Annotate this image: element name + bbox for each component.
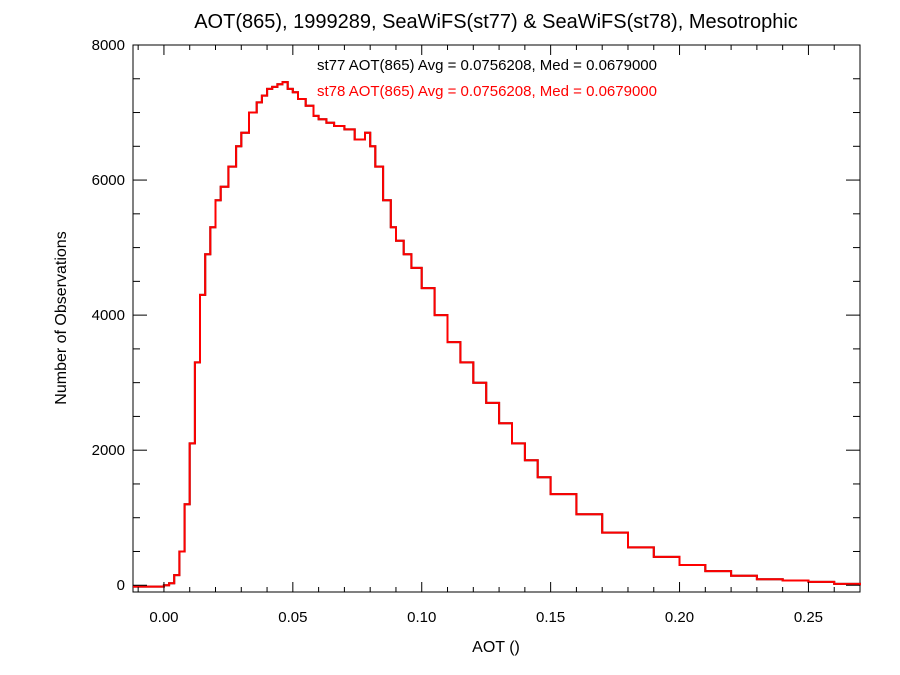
y-tick-label: 0 [117, 577, 125, 594]
y-tick-label: 2000 [92, 442, 125, 459]
y-tick-label: 4000 [92, 307, 125, 324]
x-tick-label: 0.00 [149, 609, 178, 626]
chart-title: AOT(865), 1999289, SeaWiFS(st77) & SeaWi… [194, 11, 798, 33]
x-tick-label: 0.25 [794, 609, 823, 626]
y-tick-label: 8000 [92, 37, 125, 54]
series-layer [133, 81, 861, 588]
series-line-0 [133, 81, 861, 588]
y-axis-label: Number of Observations [53, 231, 70, 404]
x-tick-label: 0.20 [665, 609, 694, 626]
y-tick-label: 6000 [92, 172, 125, 189]
x-tick-label: 0.10 [407, 609, 436, 626]
x-axis-label: AOT () [472, 639, 520, 656]
series-line-1 [133, 81, 861, 588]
tick-layer: 0.00 0.05 0.10 0.15 0.20 0.25 0 2000 4000 6000 800… [92, 37, 860, 626]
annotation-st77: st77 AOT(865) Avg = 0.0756208, Med = 0.0… [317, 57, 657, 74]
plot-frame [132, 44, 861, 593]
x-tick-label: 0.15 [536, 609, 565, 626]
annotation-st78: st78 AOT(865) Avg = 0.0756208, Med = 0.0… [317, 83, 657, 100]
x-tick-label: 0.05 [278, 609, 307, 626]
plot-area: 0.00 0.05 0.10 0.15 0.20 0.25 0 2000 4000 6000 800… [92, 37, 861, 626]
